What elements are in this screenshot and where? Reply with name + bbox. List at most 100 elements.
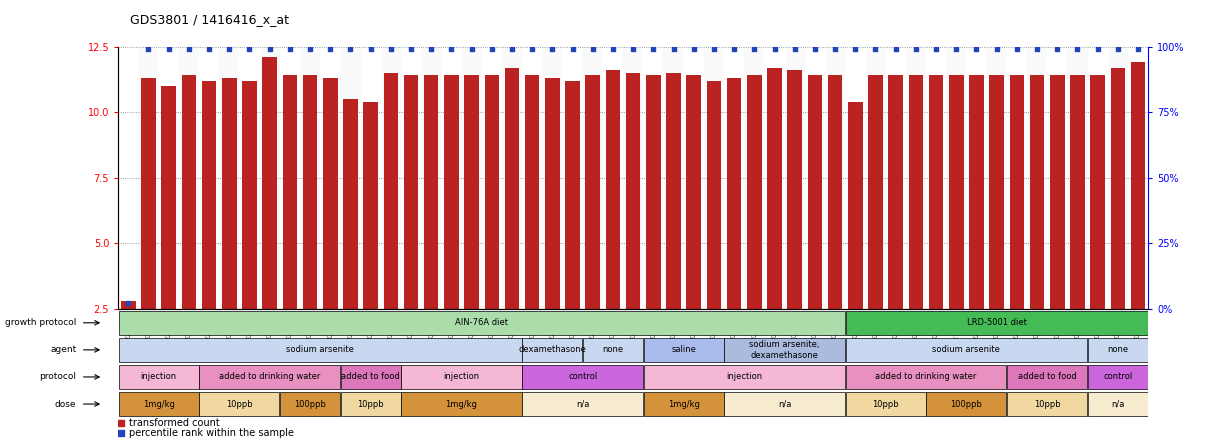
Text: control: control — [1103, 373, 1132, 381]
Text: dose: dose — [54, 400, 76, 408]
Text: 1mg/kg: 1mg/kg — [668, 400, 699, 408]
Bar — [788, 70, 802, 309]
Point — [381, 46, 400, 53]
Bar — [1030, 75, 1044, 309]
Text: injection: injection — [726, 373, 762, 381]
Bar — [505, 67, 520, 309]
Bar — [201, 81, 216, 309]
Bar — [118, 311, 844, 335]
Bar — [1050, 75, 1065, 309]
Bar — [425, 75, 439, 309]
Point — [159, 46, 178, 53]
Text: injection: injection — [444, 373, 480, 381]
Bar — [341, 392, 400, 416]
Bar — [402, 392, 522, 416]
Bar — [866, 47, 885, 309]
Bar — [827, 75, 842, 309]
Point — [118, 300, 137, 307]
Bar — [242, 81, 257, 309]
Bar — [970, 75, 984, 309]
Bar — [845, 392, 925, 416]
Point — [584, 46, 603, 53]
Bar — [1088, 365, 1148, 389]
Bar — [582, 47, 603, 309]
Bar — [522, 392, 643, 416]
Bar — [502, 47, 522, 309]
Bar — [341, 365, 400, 389]
Bar — [340, 47, 361, 309]
Point — [603, 46, 622, 53]
Text: LRD-5001 diet: LRD-5001 diet — [967, 318, 1026, 327]
Point — [1088, 46, 1107, 53]
Bar — [421, 47, 441, 309]
Text: 10ppb: 10ppb — [872, 400, 898, 408]
Bar — [949, 75, 964, 309]
Bar — [707, 81, 721, 309]
Bar — [987, 47, 1007, 309]
Point — [219, 46, 239, 53]
Bar — [522, 365, 643, 389]
Text: 10ppb: 10ppb — [357, 400, 384, 408]
Point — [1048, 46, 1067, 53]
Bar — [1090, 75, 1105, 309]
Bar — [908, 75, 923, 309]
Bar — [725, 338, 844, 362]
Bar — [747, 75, 761, 309]
Text: 100ppb: 100ppb — [294, 400, 326, 408]
Bar — [1007, 392, 1087, 416]
Point — [684, 46, 703, 53]
Bar — [178, 47, 199, 309]
Bar — [808, 75, 822, 309]
Text: control: control — [568, 373, 597, 381]
Bar — [947, 47, 966, 309]
Bar — [402, 365, 522, 389]
Text: sodium arsenite: sodium arsenite — [932, 345, 1000, 354]
Point — [522, 46, 541, 53]
Bar — [725, 392, 844, 416]
Bar — [1009, 75, 1024, 309]
Bar — [906, 47, 926, 309]
Point — [482, 46, 502, 53]
Bar — [1131, 62, 1146, 309]
Bar — [845, 311, 1148, 335]
Point — [866, 46, 885, 53]
Bar — [282, 75, 297, 309]
Text: percentile rank within the sample: percentile rank within the sample — [129, 428, 294, 438]
Bar — [585, 75, 601, 309]
Point — [644, 46, 663, 53]
Point — [806, 46, 825, 53]
Bar — [323, 78, 338, 309]
Bar — [1088, 338, 1148, 362]
Point — [361, 46, 380, 53]
Bar — [663, 47, 684, 309]
Point — [704, 46, 724, 53]
Bar — [1028, 47, 1047, 309]
Point — [967, 46, 987, 53]
Bar — [825, 47, 845, 309]
Text: sodium arsenite: sodium arsenite — [286, 345, 355, 354]
Point — [744, 46, 763, 53]
Text: 100ppb: 100ppb — [950, 400, 983, 408]
Point — [422, 46, 441, 53]
Bar — [303, 75, 317, 309]
Point — [260, 46, 280, 53]
Bar — [363, 102, 377, 309]
Bar — [1088, 392, 1148, 416]
Point — [886, 46, 906, 53]
Point — [341, 46, 361, 53]
Point — [1129, 46, 1148, 53]
Bar — [384, 73, 398, 309]
Bar — [646, 75, 661, 309]
Bar — [464, 75, 479, 309]
Text: added to food: added to food — [341, 373, 400, 381]
Bar — [767, 67, 781, 309]
Bar — [686, 75, 701, 309]
Bar — [118, 392, 199, 416]
Bar — [929, 75, 943, 309]
Bar — [263, 57, 277, 309]
Bar — [1070, 75, 1084, 309]
Point — [462, 46, 481, 53]
Bar — [1007, 365, 1087, 389]
Text: GDS3801 / 1416416_x_at: GDS3801 / 1416416_x_at — [130, 13, 289, 26]
Bar — [219, 47, 239, 309]
